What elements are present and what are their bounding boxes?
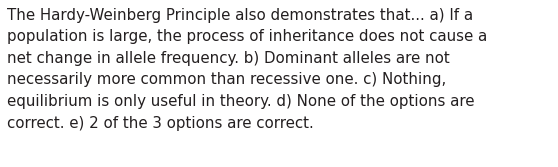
Text: The Hardy-Weinberg Principle also demonstrates that... a) If a
population is lar: The Hardy-Weinberg Principle also demons…: [7, 8, 488, 131]
